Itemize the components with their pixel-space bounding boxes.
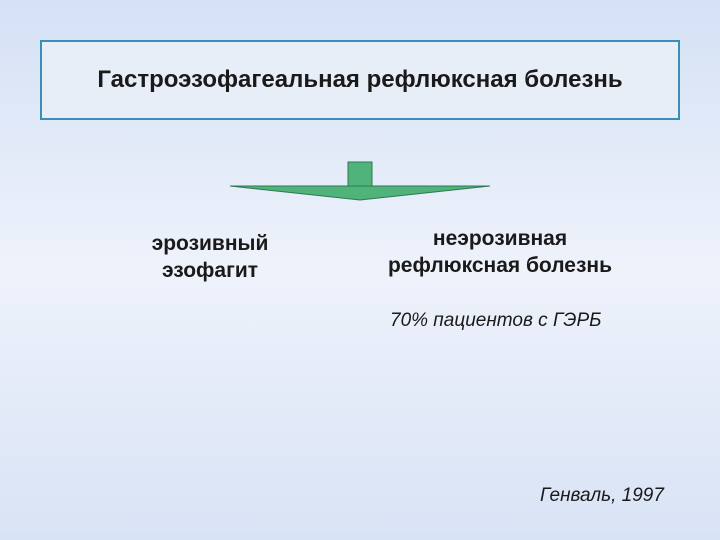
branch-left-line2: эзофагит xyxy=(120,257,300,284)
branch-left: эрозивный эзофагит xyxy=(120,230,300,285)
citation: Генваль, 1997 xyxy=(540,485,664,507)
subtitle: 70% пациентов с ГЭРБ xyxy=(390,310,602,332)
arrow-stem xyxy=(348,162,372,186)
title-text: Гастроэзофагеальная рефлюксная болезнь xyxy=(97,66,622,94)
branch-right: неэрозивная рефлюксная болезнь xyxy=(370,225,630,280)
branch-right-line2: рефлюксная болезнь xyxy=(370,252,630,279)
arrow-head xyxy=(230,186,490,200)
split-arrow xyxy=(210,160,510,215)
arrow-svg xyxy=(210,160,510,210)
branch-right-line1: неэрозивная xyxy=(370,225,630,252)
branch-left-line1: эрозивный xyxy=(120,230,300,257)
slide: Гастроэзофагеальная рефлюксная болезнь э… xyxy=(0,0,720,540)
title-box: Гастроэзофагеальная рефлюксная болезнь xyxy=(40,40,680,120)
